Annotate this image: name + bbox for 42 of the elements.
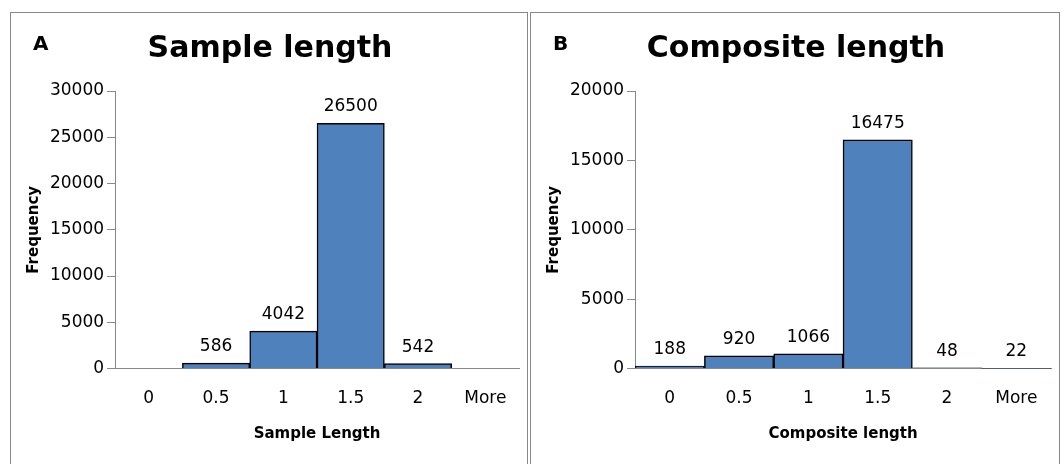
y-axis-title: Frequency: [543, 185, 562, 274]
y-tick-label: 10000: [569, 218, 625, 239]
y-tick-label: 20000: [49, 171, 105, 192]
y-tick-label: 20000: [569, 79, 625, 100]
text: A: [33, 31, 49, 56]
y-tick-label: 5000: [60, 310, 105, 331]
y-axis-title: Frequency: [23, 185, 42, 274]
chart-title: Composite length: [646, 28, 946, 64]
y-tick-label: 0: [93, 357, 105, 378]
data-label: 542: [401, 335, 435, 356]
x-tick-label: 2: [941, 387, 953, 408]
x-tick-label: 1: [802, 387, 814, 408]
chart-title: Sample length: [147, 28, 393, 64]
x-tick-label: 1.5: [337, 387, 365, 408]
x-axis-title: Composite length: [768, 423, 918, 442]
x-tick-label: 0: [143, 387, 155, 408]
data-label: 586: [199, 335, 233, 356]
x-tick-label: 0.5: [725, 387, 753, 408]
data-label: 48: [936, 339, 958, 360]
x-tick-label: 1.5: [864, 387, 892, 408]
x-tick-label: 1: [277, 387, 289, 408]
data-label: 920: [722, 327, 756, 348]
data-label: 26500: [323, 95, 378, 116]
y-tick-label: 25000: [49, 125, 105, 146]
x-tick-label: More: [464, 387, 507, 408]
data-label: 1066: [786, 325, 831, 346]
data-label: 4042: [261, 303, 306, 324]
y-tick-label: 5000: [580, 287, 625, 308]
data-label: 16475: [850, 111, 905, 132]
data-label: 188: [653, 337, 686, 358]
y-tick-label: 0: [613, 357, 625, 378]
y-tick-label: 10000: [49, 264, 105, 285]
x-tick-label: 0: [664, 387, 676, 408]
y-tick-label: 15000: [569, 148, 625, 169]
y-tick-label: 15000: [49, 218, 105, 239]
x-axis-title: Sample Length: [253, 423, 381, 442]
x-tick-label: More: [995, 387, 1038, 408]
x-tick-label: 2: [412, 387, 424, 408]
data-label: 22: [1005, 340, 1028, 361]
y-tick-label: 30000: [49, 79, 105, 100]
text: B: [553, 31, 569, 56]
x-tick-label: 0.5: [202, 387, 230, 408]
